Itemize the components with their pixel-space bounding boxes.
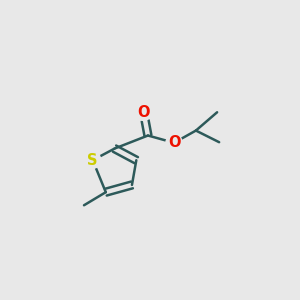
Text: O: O — [168, 135, 180, 150]
Circle shape — [135, 104, 152, 120]
Circle shape — [166, 135, 182, 151]
Circle shape — [85, 152, 101, 168]
Text: S: S — [88, 153, 98, 168]
Text: O: O — [137, 105, 150, 120]
